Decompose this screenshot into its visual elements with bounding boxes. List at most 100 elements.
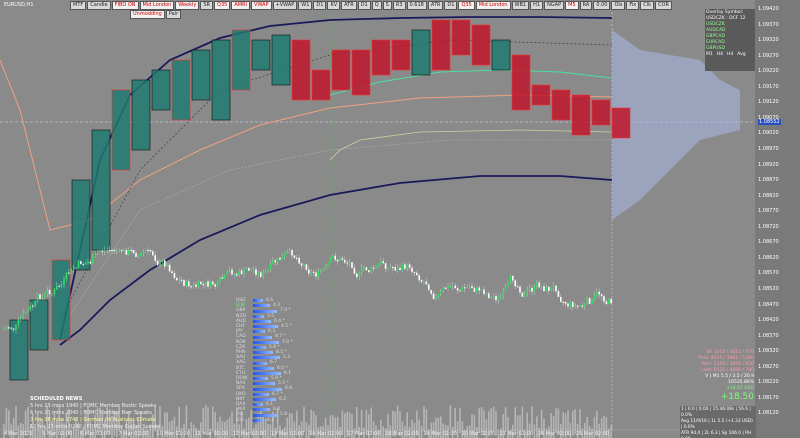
- candle: [536, 282, 538, 287]
- candle: [12, 328, 15, 330]
- volume: [468, 425, 471, 438]
- toolbar-button[interactable]: 0.618: [406, 1, 427, 10]
- volume: [490, 408, 492, 434]
- candle: [260, 272, 262, 277]
- candle: [303, 264, 305, 266]
- volume: [286, 417, 288, 438]
- toolbar-button[interactable]: D1: [357, 1, 371, 10]
- toolbar-button[interactable]: D1: [313, 1, 327, 10]
- toolbar-button[interactable]: Candle: [87, 1, 111, 10]
- overlay-panel: Overlay Symbol: USDCZK : DCF 12 USDCZK AU…: [705, 9, 755, 71]
- toolbar-button[interactable]: +VWAP: [272, 1, 298, 10]
- toolbar-button[interactable]: Q35: [214, 1, 231, 10]
- toolbar-button[interactable]: 0.00: [593, 1, 611, 10]
- toolbar-button[interactable]: AMRI: [231, 1, 251, 10]
- volume: [135, 425, 137, 438]
- volume: [600, 418, 603, 438]
- toolbar: MTF Candle FIBO ON Mid London Weekly SR Q35 AMR…: [70, 1, 672, 10]
- toolbar-button[interactable]: ATR: [341, 1, 357, 10]
- volume: [120, 425, 123, 438]
- strength-value: 5.5 *: [278, 381, 289, 387]
- toolbar-button[interactable]: H1: [530, 1, 544, 10]
- candle: [363, 267, 365, 269]
- toolbar-button[interactable]: WB1: [511, 1, 530, 10]
- candle: [34, 300, 36, 307]
- candle: [197, 281, 200, 287]
- strength-bar: [253, 309, 277, 313]
- candle: [600, 294, 603, 297]
- strength-value: 3.5: [267, 313, 275, 319]
- volume: [483, 410, 485, 436]
- volume: [48, 413, 51, 438]
- toolbar-button[interactable]: Fix: [626, 1, 640, 10]
- volume: [380, 419, 382, 438]
- volume: [46, 405, 48, 431]
- candle: [449, 285, 452, 287]
- volume: [579, 409, 581, 435]
- htf-candle: [551, 89, 571, 121]
- candle: [440, 290, 442, 294]
- volume: [274, 427, 276, 438]
- volume: [171, 420, 173, 438]
- candle: [161, 260, 164, 263]
- current-price: 1.08552: [758, 119, 781, 125]
- candle: [281, 257, 284, 260]
- footer-line: 1 | 0.0 | 0.00 | 15:46:08s | 56.6 | 0.0%: [681, 407, 751, 418]
- toolbar-button[interactable]: Weekly: [175, 1, 200, 10]
- volume-profile: [612, 30, 740, 220]
- toolbar-button[interactable]: Mid London: [139, 1, 175, 10]
- toolbar-button[interactable]: Q: [371, 1, 382, 10]
- candle: [296, 257, 298, 259]
- candle: [5, 327, 8, 329]
- candle: [603, 296, 605, 302]
- volume: [130, 420, 132, 438]
- toolbar-button[interactable]: NGAP: [544, 1, 565, 10]
- volume: [610, 424, 612, 438]
- toolbar-button[interactable]: Clk: [640, 1, 655, 10]
- volume: [142, 427, 144, 438]
- toolbar-button[interactable]: FIBO ON: [111, 1, 139, 10]
- candle: [519, 286, 521, 293]
- toolbar-button[interactable]: R3: [392, 1, 406, 10]
- toolbar-button[interactable]: Ols: [611, 1, 626, 10]
- candle: [346, 262, 348, 264]
- toolbar-button[interactable]: W1: [298, 1, 313, 10]
- toolbar-button[interactable]: KV: [327, 1, 341, 10]
- candle: [471, 286, 473, 288]
- toolbar-button[interactable]: MTF: [70, 1, 87, 10]
- volume: [512, 424, 514, 438]
- toolbar-button[interactable]: Mid London: [475, 1, 511, 10]
- toolbar-button[interactable]: D1: [444, 1, 458, 10]
- toolbar-button[interactable]: RA: [579, 1, 593, 10]
- volume: [502, 414, 504, 438]
- candle: [245, 268, 248, 270]
- candle: [384, 263, 387, 269]
- toolbar-button[interactable]: S: [382, 1, 392, 10]
- overlay-tf: Avg: [737, 52, 746, 57]
- volume: [284, 427, 286, 438]
- toolbar-button[interactable]: Unmodding: [130, 10, 165, 19]
- volume: [320, 426, 322, 438]
- candle: [87, 261, 89, 264]
- volume: [252, 427, 255, 438]
- toolbar-button[interactable]: ATR: [427, 1, 444, 10]
- strength-row: UKX 6.0: [236, 407, 293, 412]
- toolbar-button[interactable]: VWAP: [251, 1, 272, 10]
- volume: [432, 422, 435, 438]
- toolbar-button[interactable]: M5: [565, 1, 579, 10]
- candle: [404, 264, 406, 269]
- candle: [284, 253, 286, 258]
- toolbar-button[interactable]: SR: [200, 1, 214, 10]
- currency: DAX: [236, 402, 246, 408]
- toolbar-button[interactable]: COR: [655, 1, 672, 10]
- candle: [500, 296, 502, 298]
- toolbar-button[interactable]: Q35: [458, 1, 475, 10]
- volume: [20, 422, 22, 438]
- candle: [272, 260, 274, 264]
- toolbar-button[interactable]: Pair: [165, 10, 182, 19]
- volume: [452, 427, 454, 438]
- strength-row: USD 6.6: [236, 298, 293, 303]
- volume: [536, 416, 538, 438]
- candle: [180, 279, 183, 281]
